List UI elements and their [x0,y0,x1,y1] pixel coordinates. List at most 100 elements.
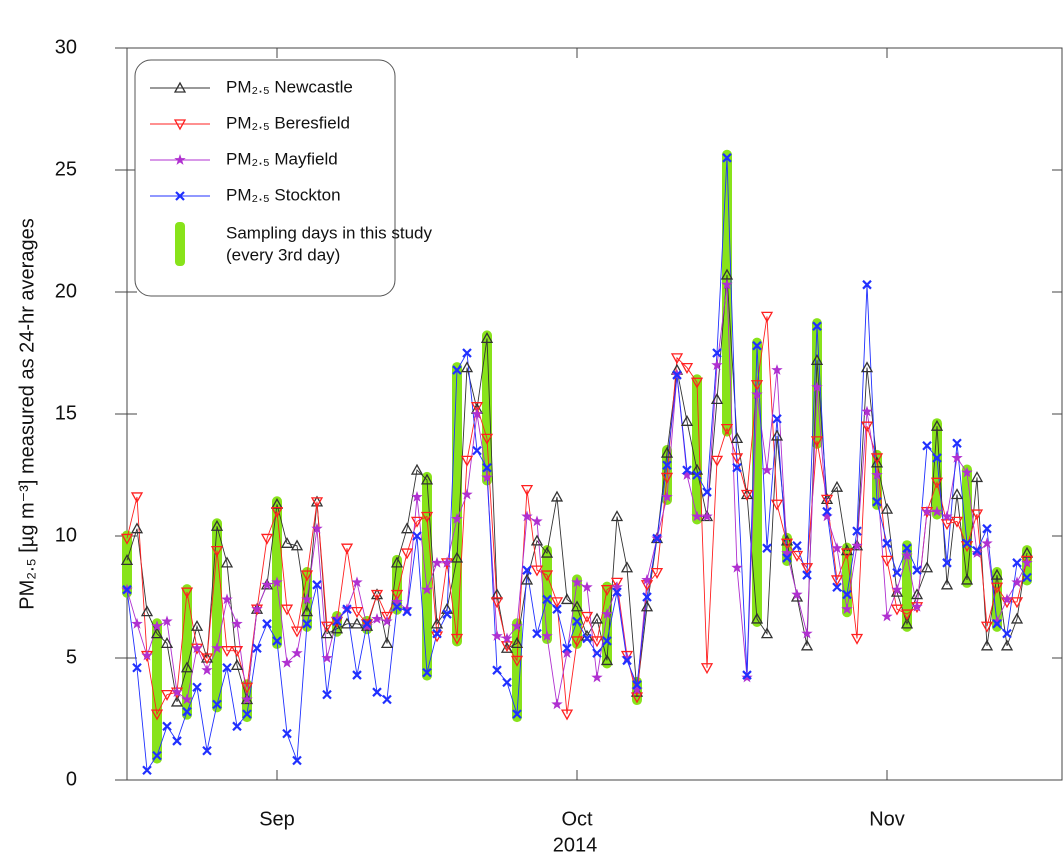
marker [632,680,642,690]
marker [510,655,524,667]
marker [1020,555,1034,567]
marker [840,548,854,560]
y-tick-label: 15 [55,402,77,424]
marker [982,523,992,534]
marker [301,593,313,605]
marker [482,462,492,473]
marker [801,627,813,639]
marker [432,628,442,639]
marker [190,619,204,631]
marker [280,604,294,616]
marker [680,414,694,426]
marker [221,593,233,605]
marker [690,377,704,389]
marker [172,736,182,746]
marker [792,540,802,551]
marker [770,429,784,441]
marker [281,656,293,668]
marker [530,534,544,546]
marker [342,604,352,614]
marker [550,597,564,609]
marker [970,471,984,483]
legend-label: (every 3rd day) [226,245,340,264]
marker [991,615,1003,627]
marker [1010,612,1024,624]
marker [382,694,392,705]
marker [380,637,394,649]
marker [210,545,224,557]
marker [392,601,402,612]
marker [810,436,824,448]
sampling-bar [212,518,222,713]
marker [362,619,372,629]
marker [601,608,613,619]
marker [582,633,592,644]
marker [781,547,793,558]
marker [350,617,364,629]
marker [752,340,762,351]
marker [372,687,382,697]
marker [860,361,874,373]
marker [831,542,843,554]
marker [871,469,883,480]
marker [591,671,603,683]
marker [540,570,554,582]
marker [931,505,943,517]
marker [980,639,994,651]
marker [120,554,134,566]
marker [590,636,604,648]
marker [600,654,614,666]
marker [401,603,413,615]
marker [560,593,574,605]
marker [451,512,463,524]
marker [200,653,214,665]
marker [622,655,632,666]
marker [231,617,243,629]
marker [471,408,483,419]
marker [340,617,354,629]
sampling-bar [152,618,162,764]
marker [501,632,513,644]
marker [840,544,854,556]
legend: PM₂.₅ Newcastle PM₂.₅ Beresfield PM₂.₅ May… [134,59,432,297]
marker [672,370,682,380]
marker [160,637,174,649]
marker [660,446,674,458]
marker [682,465,692,475]
marker [322,689,332,700]
marker [400,548,414,560]
marker [760,627,774,639]
marker [640,600,654,612]
marker [1002,628,1012,639]
marker [412,531,422,541]
marker [462,348,472,358]
marker [242,709,252,719]
marker [590,612,604,624]
marker [492,665,502,675]
marker [130,492,144,504]
marker [410,516,424,528]
marker [670,353,684,365]
marker [872,497,882,507]
marker [191,642,203,654]
marker [710,393,724,405]
marker [450,551,464,563]
marker [161,615,173,627]
marker [902,543,912,553]
sampling-bar [422,471,432,681]
marker [570,600,584,612]
marker [800,563,814,575]
marker [750,380,764,392]
marker [210,519,224,531]
marker [241,693,253,705]
marker [822,506,832,517]
marker [442,609,452,619]
marker [910,588,924,600]
marker [711,359,723,371]
marker [990,582,1004,594]
marker [760,311,774,323]
marker [642,592,652,602]
marker [380,611,394,623]
marker [211,642,223,654]
marker [660,472,674,484]
